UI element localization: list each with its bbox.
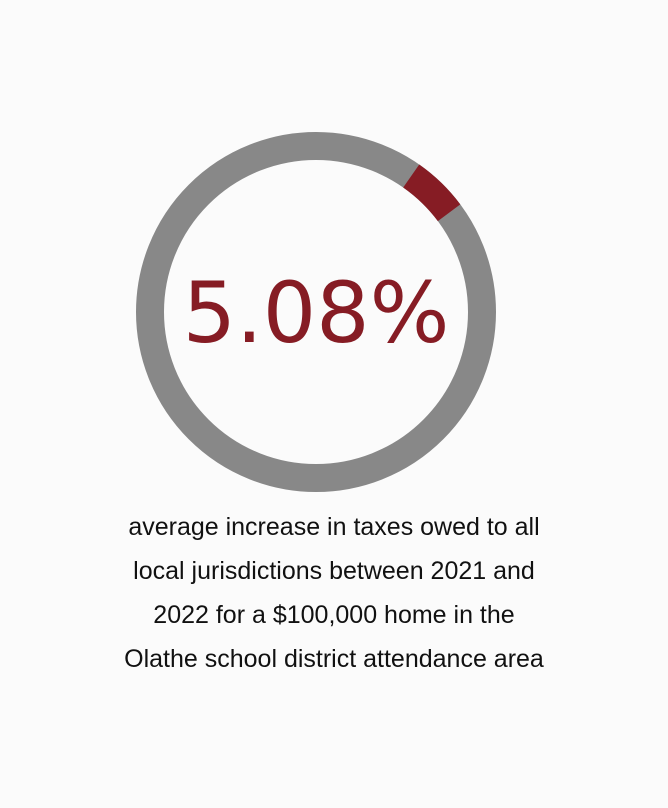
donut-segment-increase [402,164,461,222]
donut-track [136,132,496,492]
center-value-label: 5.08% [183,264,450,362]
caption: average increase in taxes owed to all lo… [60,505,608,681]
donut-chart: 5.08% [136,132,496,492]
caption-line-3: 2022 for a $100,000 home in the [153,601,515,629]
caption-line-1: average increase in taxes owed to all [128,513,540,541]
caption-line-4: Olathe school district attendance area [124,645,544,673]
caption-line-2: local jurisdictions between 2021 and [133,557,535,585]
